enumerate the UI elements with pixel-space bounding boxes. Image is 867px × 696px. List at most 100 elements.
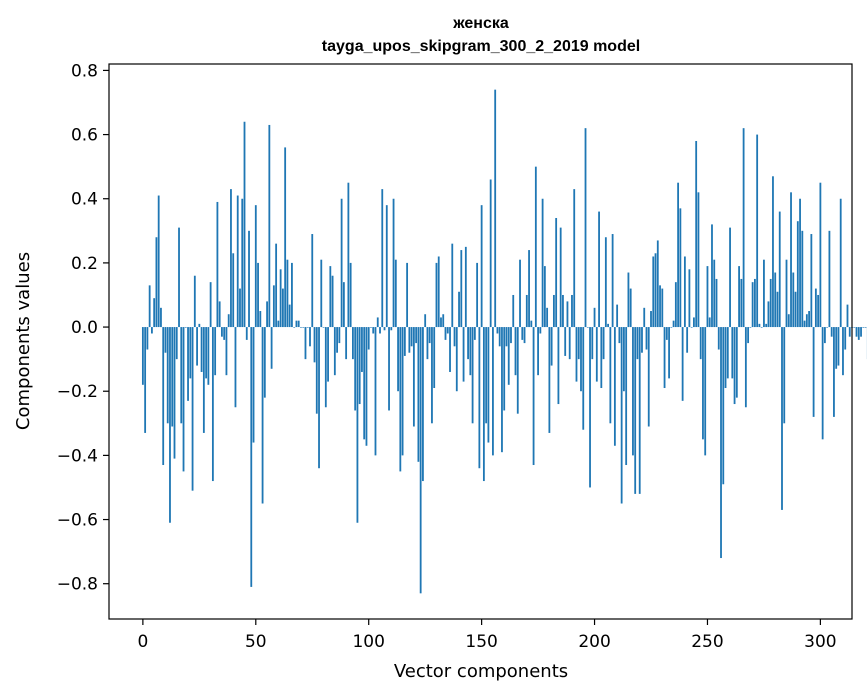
bar xyxy=(342,282,345,328)
bar xyxy=(665,327,668,340)
bar xyxy=(397,327,399,392)
bar xyxy=(435,262,438,328)
bar xyxy=(846,304,849,328)
bar xyxy=(207,327,210,385)
bar xyxy=(372,327,375,334)
bar xyxy=(562,294,564,328)
plot-frame xyxy=(108,63,853,620)
bar xyxy=(492,327,494,456)
bar xyxy=(552,294,555,328)
bar xyxy=(494,89,497,328)
bar xyxy=(641,327,643,353)
bar xyxy=(254,205,257,328)
bar xyxy=(309,327,311,347)
bar xyxy=(702,327,704,440)
bar xyxy=(352,327,354,360)
bar xyxy=(670,327,673,328)
bar xyxy=(266,301,268,328)
bar xyxy=(153,298,156,328)
bar xyxy=(270,327,273,369)
x-tick-label: 50 xyxy=(245,632,267,652)
bar xyxy=(525,294,528,328)
bar xyxy=(363,327,366,440)
bar xyxy=(580,327,582,392)
bar xyxy=(437,256,440,328)
bar xyxy=(833,327,835,417)
bar xyxy=(781,327,783,510)
bar xyxy=(623,327,625,392)
bar xyxy=(365,327,368,446)
bar xyxy=(189,327,192,379)
bar xyxy=(776,291,779,328)
bar xyxy=(361,327,363,372)
bar xyxy=(218,301,221,328)
bar xyxy=(501,327,503,453)
bar xyxy=(180,327,183,424)
bar xyxy=(345,327,348,360)
bar xyxy=(706,266,709,328)
bar xyxy=(503,327,506,411)
bar xyxy=(812,327,815,417)
bar xyxy=(528,250,530,328)
x-axis: 0 50 100 150 200 250 300 xyxy=(137,619,837,652)
bar xyxy=(394,259,397,328)
bar xyxy=(324,327,327,408)
bar xyxy=(530,320,533,328)
bar xyxy=(390,327,393,331)
bar xyxy=(690,327,693,328)
bar xyxy=(600,327,603,389)
bar xyxy=(769,278,772,328)
bar xyxy=(455,327,458,392)
bar xyxy=(277,320,280,328)
bar xyxy=(410,327,413,347)
bar xyxy=(236,195,239,328)
bar xyxy=(248,230,250,328)
x-axis-label: Vector components xyxy=(394,661,568,682)
bar xyxy=(830,327,833,337)
bar xyxy=(141,327,144,385)
bar xyxy=(519,259,521,328)
bar xyxy=(252,327,255,443)
bar xyxy=(458,291,460,328)
bar xyxy=(205,327,208,379)
bar xyxy=(178,227,180,328)
bar xyxy=(408,327,411,353)
bar xyxy=(715,278,718,328)
bar xyxy=(541,198,544,328)
bar xyxy=(582,327,585,430)
bar xyxy=(230,189,232,328)
bar xyxy=(848,327,851,337)
bar xyxy=(338,327,341,344)
bar xyxy=(704,327,707,456)
bar xyxy=(320,259,323,328)
bar xyxy=(539,327,542,334)
bar xyxy=(291,262,293,328)
y-axis-label: Components values xyxy=(13,252,34,430)
bar xyxy=(753,278,756,328)
bar xyxy=(824,327,826,344)
bar xyxy=(853,327,856,328)
bar xyxy=(760,327,763,328)
bar xyxy=(356,327,359,523)
bar xyxy=(243,121,246,328)
bar xyxy=(245,327,248,340)
bar xyxy=(523,327,526,344)
bar xyxy=(148,285,151,328)
bar xyxy=(801,230,804,328)
bar xyxy=(638,327,641,494)
bar xyxy=(697,192,700,328)
y-tick-label: −0.8 xyxy=(57,575,98,595)
bar xyxy=(656,240,659,328)
bar xyxy=(575,327,578,382)
bar xyxy=(225,327,228,376)
bar xyxy=(862,327,865,328)
bar xyxy=(496,327,499,334)
bar xyxy=(234,327,237,408)
bar xyxy=(618,327,621,344)
bar xyxy=(388,327,390,411)
bar xyxy=(151,327,153,334)
bar xyxy=(733,327,736,405)
bar xyxy=(202,327,205,433)
bar xyxy=(297,320,300,328)
bar xyxy=(634,327,637,494)
